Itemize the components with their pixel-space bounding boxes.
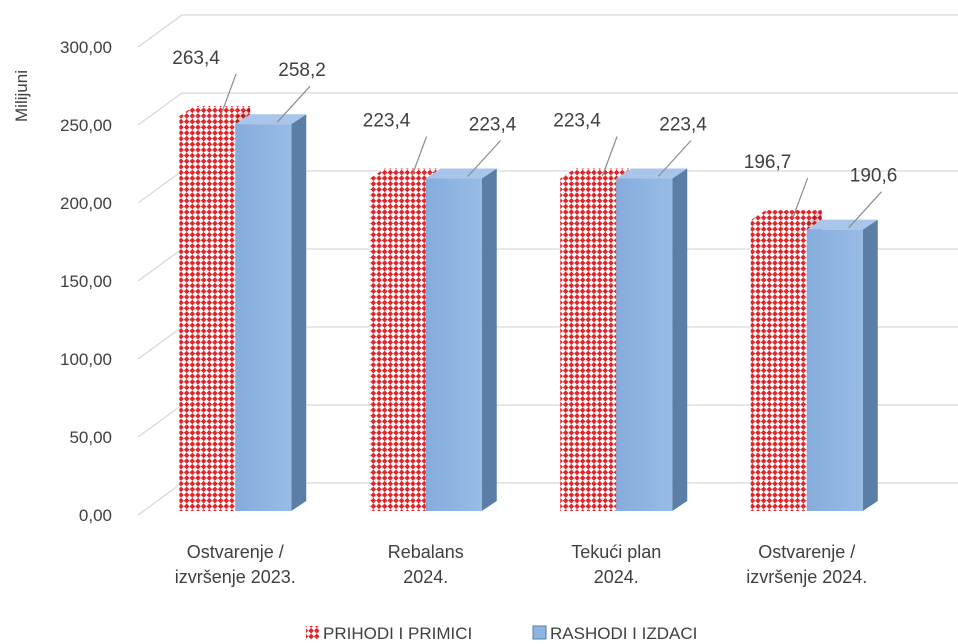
- data-label: 223,4: [659, 114, 707, 135]
- x-category-label: izvršenje 2024.: [746, 567, 867, 587]
- bar-side: [862, 219, 878, 511]
- data-label: 190,6: [850, 166, 898, 187]
- x-category-label: izvršenje 2023.: [175, 567, 296, 587]
- bar-front: [750, 220, 807, 511]
- legend-label: RASHODI I IZDACI: [550, 624, 697, 643]
- bar-top: [806, 219, 878, 230]
- legend-swatch: [306, 626, 319, 639]
- y-tick-label: 300,00: [60, 38, 112, 57]
- bar-top: [179, 106, 251, 117]
- data-label: 196,7: [744, 152, 792, 173]
- y-tick-label: 200,00: [60, 194, 112, 213]
- bar-top: [616, 168, 688, 179]
- data-label: 223,4: [553, 110, 601, 131]
- data-label-leader: [657, 140, 692, 177]
- bar-top: [235, 114, 307, 125]
- y-axis-ticks: 0,00 50,00 100,00 150,00 200,00 250,00 300,00: [60, 38, 112, 525]
- y-tick-label: 250,00: [60, 116, 112, 135]
- data-label-leader: [848, 191, 882, 229]
- legend: PRIHODI I PRIMICI RASHODI I IZDACI: [306, 624, 697, 643]
- data-label-leader: [467, 140, 501, 177]
- data-label-leader: [792, 177, 809, 219]
- legend-label: PRIHODI I PRIMICI: [323, 624, 472, 643]
- y-tick-label: 100,00: [60, 350, 112, 369]
- gridline: [137, 14, 958, 48]
- legend-item: RASHODI I IZDACI: [532, 624, 697, 643]
- bar: [806, 219, 878, 511]
- x-category-label: Tekući plan: [571, 542, 661, 562]
- data-label: 263,4: [172, 48, 220, 69]
- bar-front: [425, 178, 482, 511]
- legend-swatch: [532, 625, 547, 640]
- data-label: 223,4: [469, 114, 517, 135]
- bar: [616, 168, 688, 511]
- bar-front: [560, 178, 617, 511]
- x-category-label: Rebalans: [388, 542, 464, 562]
- data-label-leader: [220, 73, 237, 115]
- bar-side: [481, 168, 497, 511]
- bar-front: [616, 178, 673, 511]
- bar-side: [291, 114, 307, 511]
- gridline: [137, 92, 958, 126]
- bar: [425, 168, 497, 511]
- bar-top: [560, 168, 632, 179]
- x-axis-categories: Ostvarenje / izvršenje 2023. Rebalans 2024.…: [175, 542, 868, 587]
- x-category-label: 2024.: [403, 567, 448, 587]
- data-label-leader: [411, 136, 428, 177]
- legend-item: PRIHODI I PRIMICI: [306, 624, 472, 643]
- bar-top: [369, 168, 441, 179]
- bar-front: [235, 124, 292, 511]
- y-tick-label: 150,00: [60, 272, 112, 291]
- bar-front: [806, 229, 863, 511]
- y-tick-label: 0,00: [79, 506, 112, 525]
- bar-front: [369, 178, 426, 511]
- y-tick-label: 50,00: [69, 428, 112, 447]
- data-label-leader: [276, 85, 311, 123]
- bars: [179, 106, 878, 511]
- bar-top: [750, 210, 822, 221]
- bar-top: [425, 168, 497, 179]
- data-labels: 263,4 258,2 223,4 223,4 223,4 223,4 196,7 190,6: [172, 48, 898, 229]
- x-category-label: Ostvarenje /: [758, 542, 855, 562]
- x-category-label: Ostvarenje /: [187, 542, 284, 562]
- data-label: 258,2: [278, 60, 326, 81]
- bar-side: [672, 168, 688, 511]
- bar-front: [179, 116, 236, 511]
- y-axis-title: Milijuni: [12, 70, 31, 122]
- x-category-label: 2024.: [594, 567, 639, 587]
- data-label-leader: [601, 136, 618, 177]
- bar: [235, 114, 307, 511]
- data-label: 223,4: [363, 110, 411, 131]
